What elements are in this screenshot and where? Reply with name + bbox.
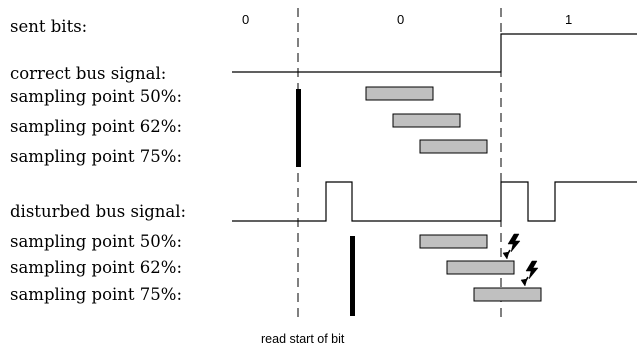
disturbed-sampling-label-62: sampling point 62%: (10, 258, 182, 277)
correct-sync-bar-icon (296, 89, 301, 167)
sent-bit-1: 0 (242, 12, 249, 27)
lightning-icon (520, 260, 539, 287)
correct-signal-label: correct bus signal: (10, 64, 166, 83)
disturbed-sampling-label-50: sampling point 50%: (10, 232, 182, 251)
disturbed-sync-bar-icon (350, 236, 355, 316)
correct-sampling-label-62: sampling point 62%: (10, 117, 182, 136)
correct-sampling-window-62 (392, 113, 461, 128)
correct-sampling-window-50 (365, 86, 434, 101)
sent-bit-2: 0 (397, 12, 404, 27)
disturbed-sampling-window-75 (473, 287, 542, 302)
sent-bit-3: 1 (565, 12, 572, 27)
sent-bits-label: sent bits: (10, 17, 87, 36)
correct-sampling-window-75 (419, 139, 488, 154)
read-start-caption: read start of bit (261, 332, 345, 346)
correct-bus-signal-waveform (232, 33, 637, 73)
disturbed-bus-signal-waveform (232, 181, 637, 222)
disturbed-sampling-label-75: sampling point 75%: (10, 285, 182, 304)
correct-sampling-label-75: sampling point 75%: (10, 147, 182, 166)
disturbed-sampling-window-62 (446, 260, 515, 275)
correct-sampling-label-50: sampling point 50%: (10, 87, 182, 106)
disturbed-sampling-window-50 (419, 234, 488, 249)
lightning-icon (502, 233, 521, 260)
disturbed-signal-label: disturbed bus signal: (10, 202, 186, 221)
